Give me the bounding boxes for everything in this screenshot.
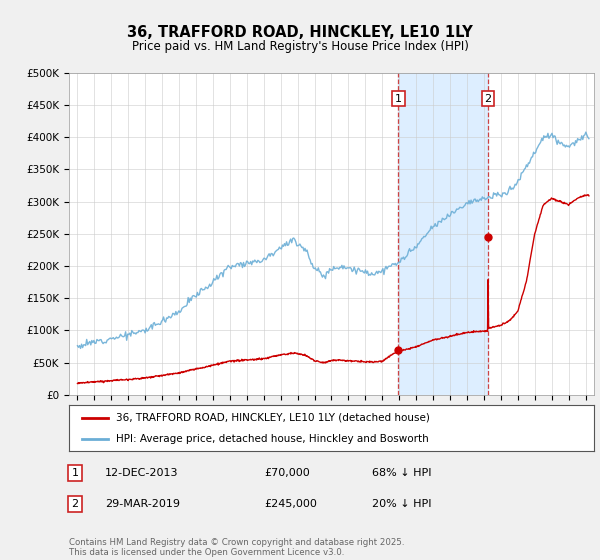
Text: 2: 2 [71, 499, 79, 509]
Text: HPI: Average price, detached house, Hinckley and Bosworth: HPI: Average price, detached house, Hinc… [116, 435, 429, 444]
Text: Contains HM Land Registry data © Crown copyright and database right 2025.
This d: Contains HM Land Registry data © Crown c… [69, 538, 404, 557]
Text: Price paid vs. HM Land Registry's House Price Index (HPI): Price paid vs. HM Land Registry's House … [131, 40, 469, 53]
Text: 20% ↓ HPI: 20% ↓ HPI [372, 499, 431, 509]
Text: 1: 1 [71, 468, 79, 478]
Text: £245,000: £245,000 [264, 499, 317, 509]
Text: £70,000: £70,000 [264, 468, 310, 478]
Text: 2: 2 [484, 94, 491, 104]
Bar [398, 73, 488, 395]
Text: 29-MAR-2019: 29-MAR-2019 [105, 499, 180, 509]
Text: 68% ↓ HPI: 68% ↓ HPI [372, 468, 431, 478]
Text: 36, TRAFFORD ROAD, HINCKLEY, LE10 1LY (detached house): 36, TRAFFORD ROAD, HINCKLEY, LE10 1LY (d… [116, 413, 430, 423]
Text: 12-DEC-2013: 12-DEC-2013 [105, 468, 179, 478]
Text: 36, TRAFFORD ROAD, HINCKLEY, LE10 1LY: 36, TRAFFORD ROAD, HINCKLEY, LE10 1LY [127, 25, 473, 40]
Text: 1: 1 [395, 94, 402, 104]
